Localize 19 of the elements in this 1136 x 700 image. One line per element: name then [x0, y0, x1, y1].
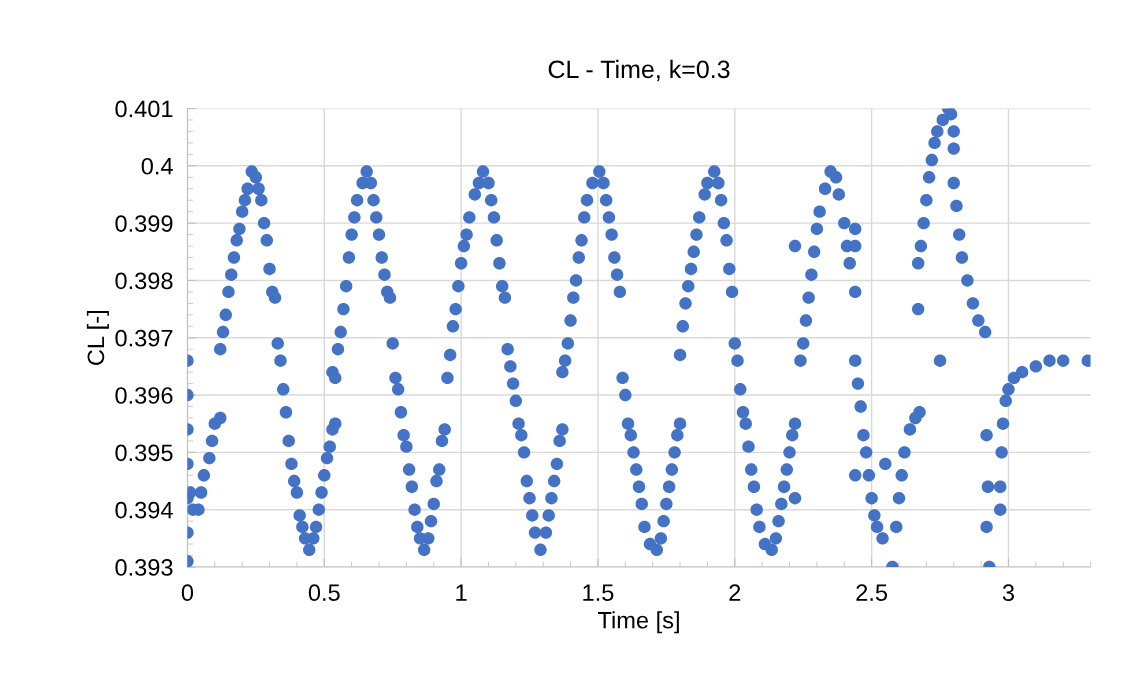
- x-tick-label: 2: [729, 584, 741, 601]
- x-tick-label: 3: [1002, 584, 1014, 602]
- y-tick-label: 0.396: [115, 387, 173, 404]
- y-tick-label: 0.393: [115, 559, 173, 576]
- y-tick-label: 0.401: [115, 100, 173, 118]
- x-tick-label: 1.5: [583, 584, 614, 602]
- y-tick-label: 0.395: [115, 444, 173, 462]
- x-tick-label: 0: [181, 584, 194, 602]
- x-tick-label: 2.5: [856, 584, 888, 602]
- x-tick-label: 0.5: [308, 584, 340, 602]
- y-tick-label: 0.399: [115, 215, 173, 232]
- y-tick-label: 0.398: [115, 272, 173, 290]
- x-tick-label: 1: [456, 584, 467, 601]
- y-axis-title: CL [-]: [86, 311, 109, 365]
- chart-title: CL - Time, k=0.3: [548, 59, 730, 82]
- y-tick-label: 0.4: [141, 157, 173, 175]
- y-tick-label: 0.394: [115, 501, 173, 519]
- y-tick-label: 0.397: [115, 329, 173, 347]
- x-axis-title: Time [s]: [598, 611, 679, 634]
